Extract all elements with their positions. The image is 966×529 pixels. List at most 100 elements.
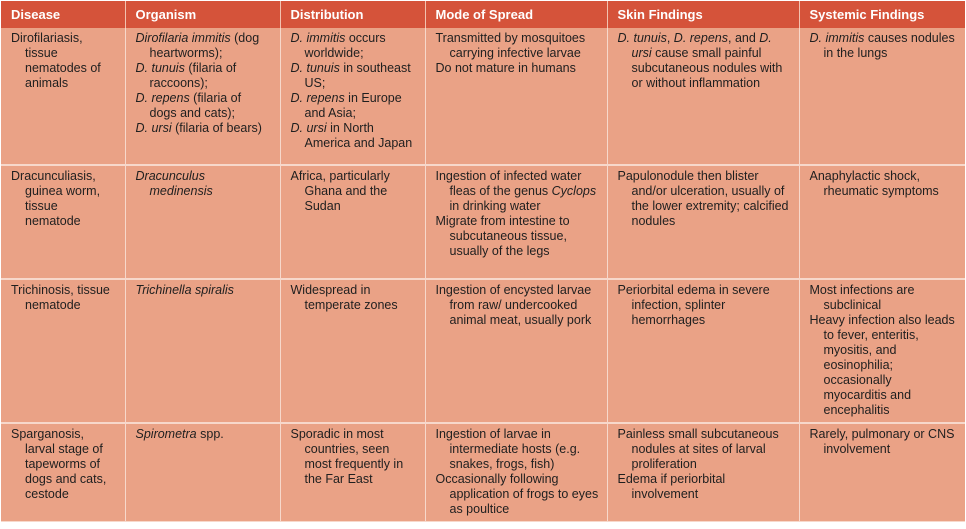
cell-mode-of-spread: Ingestion of infected water fleas of the… [425,165,608,280]
text-segment: Periorbital edema in severe infection, s… [617,283,770,327]
cell-line: Dirofilariasis, tissue nematodes of anim… [11,31,101,90]
text-segment: Do not mature in humans [435,61,576,75]
cell-line: D. immitis occurs worldwide; [291,31,417,61]
text-segment: Transmitted by mosquitoes carrying infec… [435,31,586,60]
cell-distribution: Sporadic in most countries, seen most fr… [280,423,426,522]
text-segment: Papulonodule then blister and/or ulcerat… [617,169,789,228]
text-segment: Heavy infection also leads to fever, ent… [809,313,955,417]
cell-skin-findings: Papulonodule then blister and/or ulcerat… [607,165,800,280]
cell-line: Papulonodule then blister and/or ulcerat… [618,169,791,229]
text-segment: in Europe and Asia; [304,91,402,120]
header-systemic-findings: Systemic Findings [799,1,965,28]
text-segment: (filaria of bears) [171,121,262,135]
text-segment: in southeast US; [304,61,411,90]
header-skin-findings: Skin Findings [607,1,800,28]
header-disease: Disease [1,1,126,28]
header-organism: Organism [125,1,281,28]
text-segment: Africa, particularly Ghana and the Sudan [290,169,390,213]
cell-line: Do not mature in humans [436,61,599,76]
cell-line: Spirometra spp. [136,427,272,442]
cell-organism: Spirometra spp. [125,423,281,522]
text-segment: occurs worldwide; [304,31,386,60]
text-segment: , [666,31,674,45]
cell-mode-of-spread: Transmitted by mosquitoes carrying infec… [425,28,608,166]
italic-text: D. ursi [290,121,327,135]
cell-disease: Trichinosis, tissue nematode [1,279,126,424]
italic-text: D. repens [673,31,728,45]
table-row: Trichinosis, tissue nematode Trichinella… [1,279,965,424]
cell-line: D. tunuis in southeast US; [291,61,417,91]
cell-line: Ingestion of larvae in intermediate host… [436,427,599,472]
text-segment: (filaria of dogs and cats); [149,91,242,120]
text-segment: Occasionally following application of fr… [435,472,599,516]
italic-text: D. ursi [135,121,172,135]
cell-line: Anaphylactic shock, rheumatic symptoms [810,169,958,199]
text-segment: (filaria of raccoons); [149,61,237,90]
cell-disease: Dirofilariasis, tissue nematodes of anim… [1,28,126,166]
cell-line: Edema if periorbital involvement [618,472,791,502]
cell-organism: Dirofilaria immitis (dog heartworms); D. … [125,28,281,166]
text-segment: spp. [196,427,224,441]
cell-line: Heavy infection also leads to fever, ent… [810,313,958,418]
cell-line: Painless small subcutaneous nodules at s… [618,427,791,472]
header-row: Disease Organism Distribution Mode of Sp… [1,1,965,28]
cell-systemic-findings: D. immitis causes nodules in the lungs [799,28,965,166]
cell-line: D. ursi (filaria of bears) [136,121,272,136]
cell-line: Occasionally following application of fr… [436,472,599,517]
cell-line: Rarely, pulmonary or CNS involvement [810,427,958,457]
cell-skin-findings: Painless small subcutaneous nodules at s… [607,423,800,522]
cell-organism: Trichinella spiralis [125,279,281,424]
cell-line: Sporadic in most countries, seen most fr… [291,427,417,487]
cell-mode-of-spread: Ingestion of larvae in intermediate host… [425,423,608,522]
italic-text: Trichinella spiralis [135,283,234,297]
cell-line: Trichinella spiralis [136,283,272,298]
cell-line: Migrate from intestine to subcutaneous t… [436,214,599,259]
italic-text: D. immitis [809,31,865,45]
cell-distribution: Africa, particularly Ghana and the Sudan [280,165,426,280]
cell-line: Dirofilaria immitis (dog heartworms); [136,31,272,61]
cell-line: Dracunculiasis, guinea worm, tissue nema… [11,169,101,228]
italic-text: D. ursi [631,31,772,60]
cell-line: D. tunuis (filaria of raccoons); [136,61,272,91]
cell-line: Most infections are subclinical [810,283,958,313]
cell-skin-findings: D. tunuis, D. repens, and D. ursi cause … [607,28,800,166]
italic-text: D. repens [135,91,190,105]
italic-text: Dracunculus medinensis [135,169,213,198]
cell-systemic-findings: Most infections are subclinical Heavy inf… [799,279,965,424]
text-segment: cause small painful subcutaneous nodules… [631,46,783,90]
text-segment: Rarely, pulmonary or CNS involvement [809,427,955,456]
cell-line: Ingestion of encysted larvae from raw/ u… [436,283,599,328]
cell-line: Trichinosis, tissue nematode [11,283,110,312]
text-segment: in drinking water [449,199,541,213]
header-mode-of-spread: Mode of Spread [425,1,608,28]
cell-line: Ingestion of infected water fleas of the… [436,169,599,214]
text-segment: Migrate from intestine to subcutaneous t… [435,214,570,258]
italic-text: D. tunuis [617,31,667,45]
cell-distribution: Widespread in temperate zones [280,279,426,424]
cell-disease: Dracunculiasis, guinea worm, tissue nema… [1,165,126,280]
cell-line: Widespread in temperate zones [291,283,417,313]
cell-organism: Dracunculus medinensis [125,165,281,280]
header-distribution: Distribution [280,1,426,28]
table-row: Sparganosis, larval stage of tapeworms o… [1,423,965,522]
text-segment: Ingestion of infected water fleas of the… [435,169,582,198]
cell-systemic-findings: Anaphylactic shock, rheumatic symptoms [799,165,965,280]
cell-line: D. tunuis, D. repens, and D. ursi cause … [618,31,791,91]
italic-text: Dirofilaria immitis [135,31,231,45]
text-segment: Painless small subcutaneous nodules at s… [617,427,779,471]
italic-text: D. repens [290,91,345,105]
text-segment: Widespread in temperate zones [290,283,398,312]
text-segment: (dog heartworms); [149,31,260,60]
cell-systemic-findings: Rarely, pulmonary or CNS involvement [799,423,965,522]
cell-line: D. immitis causes nodules in the lungs [810,31,958,61]
table-row: Dracunculiasis, guinea worm, tissue nema… [1,165,965,280]
text-segment: Most infections are subclinical [809,283,915,312]
text-segment: Sporadic in most countries, seen most fr… [290,427,404,486]
cell-line: Dracunculus medinensis [136,169,272,199]
cell-line: D. ursi in North America and Japan [291,121,417,151]
cell-line: Sparganosis, larval stage of tapeworms o… [11,427,107,501]
table-row: Dirofilariasis, tissue nematodes of anim… [1,28,965,166]
cell-line: D. repens in Europe and Asia; [291,91,417,121]
italic-text: D. tunuis [290,61,340,75]
